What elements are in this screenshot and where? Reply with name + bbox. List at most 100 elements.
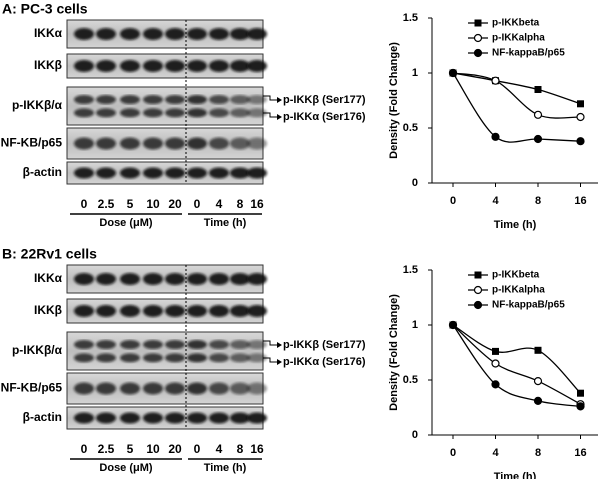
band (187, 95, 207, 105)
marker (491, 76, 500, 85)
band (187, 28, 207, 40)
lane-label: 5 (127, 197, 134, 211)
marker (491, 380, 500, 389)
band (96, 167, 116, 179)
band (96, 412, 116, 424)
band (165, 340, 185, 350)
lane-label: 2.5 (98, 442, 115, 456)
lane-label: 0 (194, 197, 201, 211)
x-axis-label: Time (h) (494, 219, 537, 231)
line (452, 324, 581, 394)
blot-label: β-actin (23, 410, 62, 424)
blot-label: NF-KB/p65 (1, 136, 63, 150)
band (120, 273, 140, 285)
band (120, 137, 140, 150)
lane-label: 10 (146, 442, 160, 456)
band (187, 412, 207, 424)
band (230, 167, 250, 179)
marker (533, 110, 543, 119)
band (247, 95, 267, 105)
band (209, 305, 229, 317)
marker (491, 359, 500, 368)
band (74, 60, 94, 72)
annotation-arrow (263, 95, 277, 101)
band (209, 273, 229, 285)
band (74, 95, 94, 105)
group-label: Time (h) (204, 217, 247, 229)
lane-label: 0 (81, 442, 88, 456)
marker (576, 402, 585, 411)
band (247, 167, 267, 179)
band (209, 28, 229, 40)
band (143, 305, 163, 317)
marker (577, 389, 584, 397)
band (74, 382, 94, 395)
annotation-arrow (263, 340, 277, 346)
marker (533, 396, 543, 405)
band (165, 137, 185, 150)
band (143, 95, 163, 105)
band (209, 137, 229, 150)
band (120, 108, 140, 118)
lane-label: 0 (81, 197, 88, 211)
band (96, 28, 116, 40)
marker (473, 48, 483, 58)
band (209, 412, 229, 424)
x-tick-label: 4 (492, 447, 499, 459)
y-tick-label: 0 (412, 429, 418, 441)
band (96, 353, 116, 363)
marker (473, 33, 483, 43)
marker (448, 320, 458, 330)
band (187, 353, 207, 363)
arrow-head (277, 97, 282, 103)
band (230, 412, 250, 424)
band (96, 108, 116, 118)
blot-label: IKKα (34, 26, 63, 40)
band (165, 28, 185, 40)
lane-label: 4 (216, 197, 223, 211)
band (96, 137, 116, 150)
x-tick-label: 4 (492, 195, 499, 207)
group-label: Dose (μM) (99, 462, 153, 474)
band (165, 167, 185, 179)
band (143, 28, 163, 40)
marker (474, 271, 482, 279)
band (187, 137, 207, 150)
band (74, 167, 94, 179)
band (165, 353, 185, 363)
band (247, 28, 267, 40)
x-tick-label: 16 (574, 447, 586, 459)
lane-label: 8 (237, 442, 244, 456)
annotation: p-IKKα (Ser176) (283, 356, 366, 368)
band (143, 382, 163, 395)
y-tick-label: 0.5 (403, 122, 418, 134)
lane-label: 20 (168, 442, 182, 456)
lane-label: 10 (146, 197, 160, 211)
y-axis-label: Density (Fold Change) (388, 42, 400, 159)
band (96, 95, 116, 105)
x-tick-label: 0 (450, 195, 456, 207)
annotation: p-IKKα (Ser176) (283, 111, 366, 123)
band (120, 60, 140, 72)
blot-label: IKKβ (34, 58, 62, 72)
band (165, 412, 185, 424)
band (187, 60, 207, 72)
legend-label: NF-kappaB/p65 (492, 48, 565, 59)
band (209, 382, 229, 395)
band (209, 108, 229, 118)
band (209, 353, 229, 363)
annotation-arrow (263, 357, 277, 363)
band (74, 412, 94, 424)
band (209, 340, 229, 350)
blot-label: p-IKKβ/α (12, 343, 63, 357)
blot-label: β-actin (23, 165, 62, 179)
band (74, 108, 94, 118)
band (96, 273, 116, 285)
blot-label: IKKα (34, 271, 63, 285)
band (120, 167, 140, 179)
band (120, 305, 140, 317)
blot-label: p-IKKβ/α (12, 98, 63, 112)
band (96, 382, 116, 395)
line (452, 72, 581, 119)
band (247, 60, 267, 72)
